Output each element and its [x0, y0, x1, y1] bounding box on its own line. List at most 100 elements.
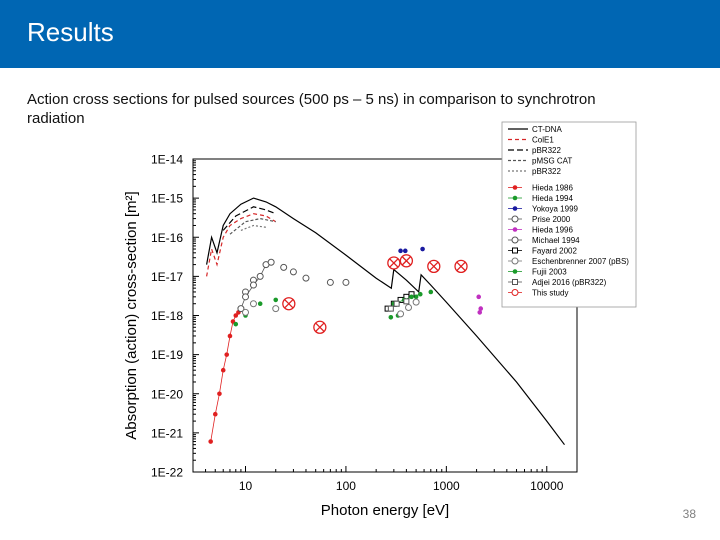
data-point — [478, 306, 484, 311]
legend-label: pMSG CAT — [532, 157, 572, 166]
data-point — [220, 367, 226, 373]
legend-marker-swatch — [512, 247, 518, 254]
data-point — [208, 439, 213, 444]
legend-label: CT-DNA — [532, 125, 562, 134]
x-tick-label: 10000 — [530, 479, 564, 493]
data-point — [428, 289, 434, 295]
legend-marker-swatch — [511, 236, 519, 244]
data-point — [272, 305, 280, 313]
data-point — [212, 411, 218, 417]
y-tick-label: 1E-17 — [151, 270, 183, 284]
data-point — [387, 256, 401, 270]
data-point — [242, 293, 250, 301]
legend-box — [501, 121, 637, 308]
marker-series — [398, 246, 425, 254]
data-point — [417, 291, 423, 297]
legend-label: pBR322 — [532, 167, 561, 176]
y-tick-label: 1E-18 — [151, 309, 183, 323]
series-line — [206, 213, 277, 277]
data-point — [233, 321, 239, 327]
legend-label: Fayard 2002 — [532, 247, 577, 256]
slide-subtitle: Action cross sections for pulsed sources… — [27, 91, 596, 127]
legend-label: Hieda 1994 — [532, 194, 573, 203]
x-tick-label: 10 — [239, 479, 253, 493]
legend-marker-swatch — [512, 279, 518, 285]
data-point — [227, 333, 233, 339]
legend-label: Prise 2000 — [532, 215, 571, 224]
data-point — [237, 305, 245, 313]
data-point — [289, 268, 297, 276]
data-point — [397, 310, 405, 318]
y-tick-label: 1E-19 — [151, 348, 183, 362]
data-point — [412, 298, 420, 306]
series-line — [206, 197, 565, 446]
title-bar: Results — [0, 0, 720, 68]
legend-marker-swatch — [512, 227, 518, 232]
data-point — [233, 313, 239, 318]
y-tick-label: 1E-20 — [151, 387, 183, 401]
marker-series — [242, 263, 350, 296]
legend-marker-swatch — [512, 269, 518, 274]
x-axis-label: Photon energy [eV] — [321, 502, 449, 519]
legend-label: Fujii 2003 — [532, 268, 567, 277]
data-point — [427, 259, 441, 274]
series-line — [222, 206, 276, 231]
data-point — [342, 278, 350, 286]
legend-label: pBR322 — [532, 146, 561, 155]
marker-series — [476, 294, 484, 315]
data-point — [273, 297, 279, 303]
data-point — [402, 248, 408, 254]
y-tick-label: 1E-21 — [151, 426, 183, 440]
legend-label: Michael 1994 — [532, 236, 580, 245]
x-tick-label: 1000 — [433, 479, 460, 493]
data-point — [282, 297, 296, 311]
x-tick-label: 100 — [336, 479, 356, 493]
data-point — [477, 310, 483, 315]
legend-label: Eschenbrenner 2007 (pBS) — [532, 257, 629, 266]
data-point — [313, 320, 327, 334]
series-line — [229, 217, 276, 235]
data-point — [387, 305, 394, 312]
data-point — [393, 300, 400, 307]
data-point — [409, 294, 414, 300]
data-point — [267, 258, 275, 266]
data-point — [398, 248, 403, 254]
data-point — [454, 259, 468, 274]
data-point — [388, 314, 394, 320]
legend-label: Hieda 1986 — [532, 184, 573, 193]
legend-marker-swatch — [512, 185, 518, 190]
data-point — [256, 272, 264, 280]
slide-title: Results — [27, 17, 114, 47]
legend-label: ColE1 — [532, 136, 554, 145]
marker-series — [233, 289, 434, 327]
marker-series — [237, 258, 275, 313]
data-point — [249, 300, 257, 308]
legend-marker-swatch — [511, 215, 519, 223]
legend-marker-swatch — [512, 206, 518, 211]
legend-label: Adjei 2016 (pBR322) — [532, 278, 607, 287]
series-line — [240, 224, 267, 231]
marker-series — [282, 254, 468, 334]
page-number: 38 — [682, 507, 696, 521]
legend-marker-swatch — [512, 195, 518, 201]
data-point — [405, 304, 413, 312]
marker-series — [387, 298, 410, 312]
legend-label: This study — [532, 289, 568, 298]
data-point — [326, 278, 334, 286]
data-point — [302, 274, 310, 282]
legend-marker-swatch — [511, 289, 519, 296]
legend-label: Hieda 1996 — [532, 226, 573, 235]
legend-marker-swatch — [511, 257, 519, 265]
y-axis-label: Absorption (action) cross-section [m²] — [123, 191, 140, 439]
data-point — [257, 301, 263, 307]
y-tick-label: 1E-14 — [151, 153, 183, 167]
marker-series — [242, 298, 420, 318]
data-point — [242, 308, 250, 316]
data-point — [420, 246, 425, 252]
y-tick-label: 1E-16 — [151, 231, 183, 245]
data-point — [399, 254, 414, 268]
data-point — [217, 391, 222, 397]
data-point — [476, 294, 482, 300]
